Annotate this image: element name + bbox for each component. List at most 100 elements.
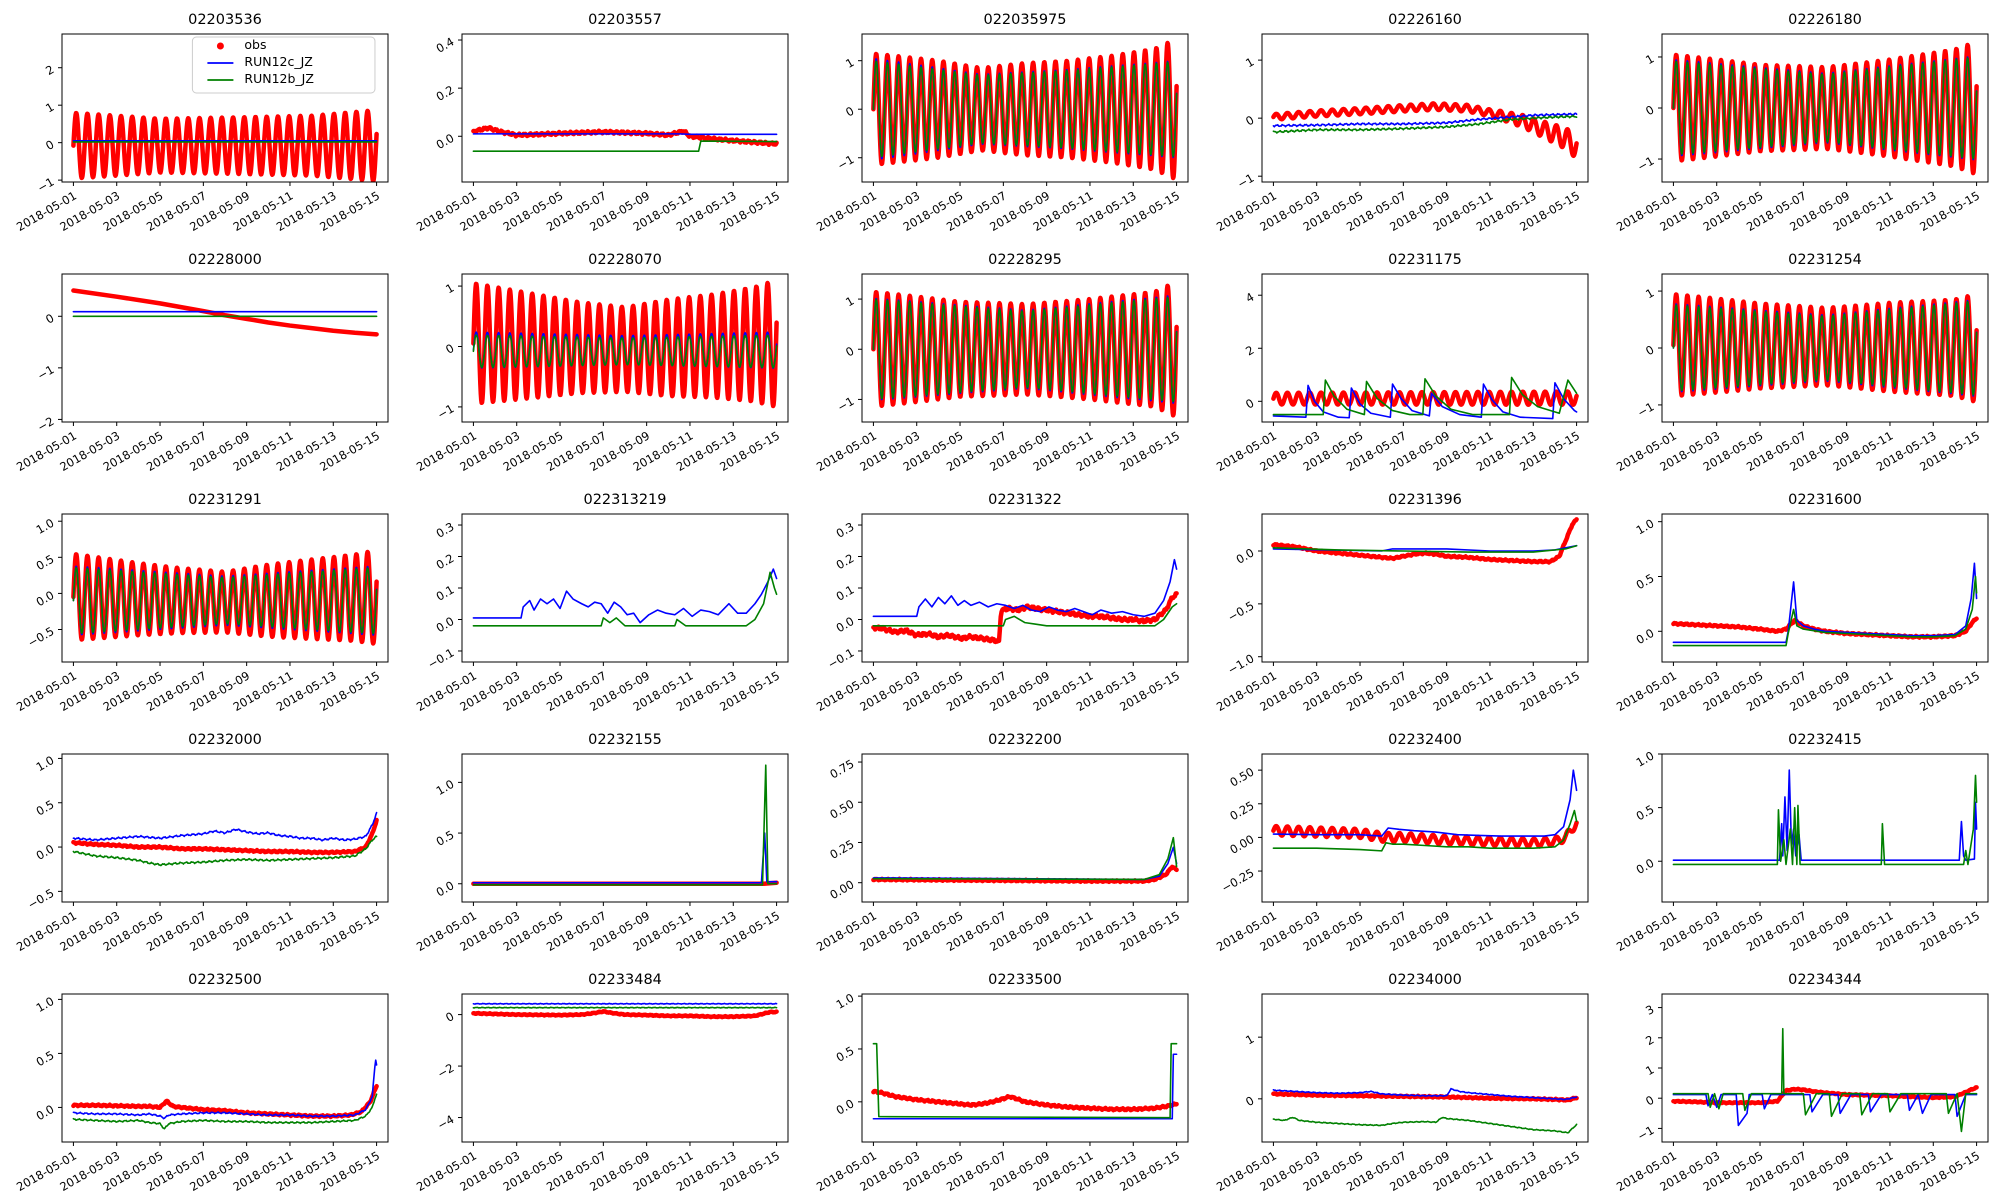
y-tick-label: 1 <box>443 281 456 297</box>
y-tick-label: 1 <box>1643 286 1656 302</box>
y-tick-label: −1.0 <box>1225 651 1256 677</box>
subplot-title: 02233484 <box>588 972 662 988</box>
y-tick-label: 1.0 <box>834 991 857 1012</box>
legend-label: RUN12c_JZ <box>244 54 312 69</box>
subplot-02231291: 2018-05-012018-05-032018-05-052018-05-07… <box>0 480 400 720</box>
y-tick-label: 0.3 <box>834 519 857 540</box>
subplot-title: 02232400 <box>1388 732 1462 748</box>
y-tick-label: 0.5 <box>34 797 57 818</box>
y-tick-label: −1 <box>1635 399 1657 420</box>
y-tick-label: 0.5 <box>34 552 57 573</box>
y-tick-label: 0.0 <box>34 842 57 863</box>
series-RUN12b_JZ <box>473 1007 776 1008</box>
y-tick-label: −1 <box>835 152 857 173</box>
y-tick-label: 0 <box>443 1009 456 1025</box>
subplot-02231175: 2018-05-012018-05-032018-05-052018-05-07… <box>1200 240 1600 480</box>
y-tick-label: 0.0 <box>34 1102 57 1123</box>
y-tick-label: 0.0 <box>434 131 457 152</box>
legend-marker-dot <box>217 43 224 50</box>
subplot-02231600: 2018-05-012018-05-032018-05-052018-05-07… <box>1600 480 2000 720</box>
legend-label: RUN12b_JZ <box>244 71 314 86</box>
y-tick-label: 1.0 <box>434 777 457 798</box>
subplot-title: 02231396 <box>1388 492 1462 508</box>
subplot-02232415: 2018-05-012018-05-032018-05-052018-05-07… <box>1600 720 2000 960</box>
y-tick-label: 0.2 <box>434 83 457 104</box>
y-tick-label: 0.50 <box>1227 765 1256 790</box>
y-tick-label: −0.5 <box>25 624 56 650</box>
y-tick-label: 0.0 <box>434 614 457 635</box>
y-tick-label: 0.0 <box>1634 856 1657 877</box>
y-tick-label: 1 <box>43 100 56 116</box>
subplot-title: 02231322 <box>988 492 1062 508</box>
y-tick-label: 0 <box>1643 1093 1656 1109</box>
subplot-title: 02232500 <box>188 972 262 988</box>
subplot-02232500: 2018-05-012018-05-032018-05-052018-05-07… <box>0 960 400 1200</box>
y-tick-label: −1 <box>35 175 57 196</box>
subplot-title: 02228000 <box>188 252 262 268</box>
y-tick-label: −0.25 <box>1219 866 1257 896</box>
y-tick-label: 0.0 <box>34 588 57 609</box>
subplot-02232155: 2018-05-012018-05-032018-05-052018-05-07… <box>400 720 800 960</box>
subplot-02232400: 2018-05-012018-05-032018-05-052018-05-07… <box>1200 720 1600 960</box>
subplot-02234000: 2018-05-012018-05-032018-05-052018-05-07… <box>1200 960 1600 1200</box>
y-tick-label: 0.4 <box>434 34 457 55</box>
subplot-title: 02232000 <box>188 732 262 748</box>
y-tick-label: 1.0 <box>34 516 57 537</box>
y-tick-label: 0.2 <box>434 551 457 572</box>
y-tick-label: 0 <box>1243 1093 1256 1109</box>
y-tick-label: 0.1 <box>434 582 457 603</box>
subplot-title: 02226180 <box>1788 12 1862 28</box>
subplot-02226160: 2018-05-012018-05-032018-05-052018-05-07… <box>1200 0 1600 240</box>
y-tick-label: 4 <box>1243 290 1256 306</box>
y-tick-label: 0.2 <box>834 551 857 572</box>
subplot-title: 02232200 <box>988 732 1062 748</box>
series-RUN12c_JZ <box>473 1003 776 1004</box>
y-tick-label: 0.25 <box>827 837 856 862</box>
subplot-title: 02226160 <box>1388 12 1462 28</box>
y-tick-label: 0.0 <box>834 614 857 635</box>
subplot-02228295: 2018-05-012018-05-032018-05-052018-05-07… <box>800 240 1200 480</box>
y-tick-label: 0.0 <box>1634 626 1657 647</box>
y-tick-label: 0.5 <box>1634 571 1657 592</box>
y-tick-label: 1.0 <box>1634 516 1657 537</box>
subplot-title: 02228295 <box>988 252 1062 268</box>
y-tick-label: 0 <box>1243 396 1256 412</box>
y-tick-label: −0.5 <box>1225 598 1256 624</box>
subplot-title: 02231291 <box>188 492 262 508</box>
y-tick-label: −1 <box>1635 1123 1657 1144</box>
y-tick-label: −0.5 <box>25 886 56 912</box>
subplot-02231322: 2018-05-012018-05-032018-05-052018-05-07… <box>800 480 1200 720</box>
y-tick-label: −2 <box>435 1061 457 1082</box>
subplot-title: 02233500 <box>988 972 1062 988</box>
subplot-title: 02203536 <box>188 12 262 28</box>
subplot-title: 02234344 <box>1788 972 1862 988</box>
subplot-02203557: 2018-05-012018-05-032018-05-052018-05-07… <box>400 0 800 240</box>
y-tick-label: 1.0 <box>34 994 57 1015</box>
y-tick-label: 1 <box>843 294 856 310</box>
y-tick-label: 0 <box>43 137 56 153</box>
y-tick-label: −4 <box>435 1112 457 1133</box>
y-tick-label: 0.3 <box>434 519 457 540</box>
subplot-02231254: 2018-05-012018-05-032018-05-052018-05-07… <box>1600 240 2000 480</box>
y-tick-label: 0 <box>1243 113 1256 129</box>
subplot-02231396: 2018-05-012018-05-032018-05-052018-05-07… <box>1200 480 1600 720</box>
subplot-title: 02231254 <box>1788 252 1862 268</box>
y-tick-label: 0.5 <box>434 828 457 849</box>
subplot-02226180: 2018-05-012018-05-032018-05-052018-05-07… <box>1600 0 2000 240</box>
y-tick-label: 0.0 <box>1234 545 1257 566</box>
y-tick-label: −1 <box>835 394 857 415</box>
y-tick-label: −0.1 <box>425 645 456 671</box>
y-tick-label: 0.5 <box>34 1048 57 1069</box>
